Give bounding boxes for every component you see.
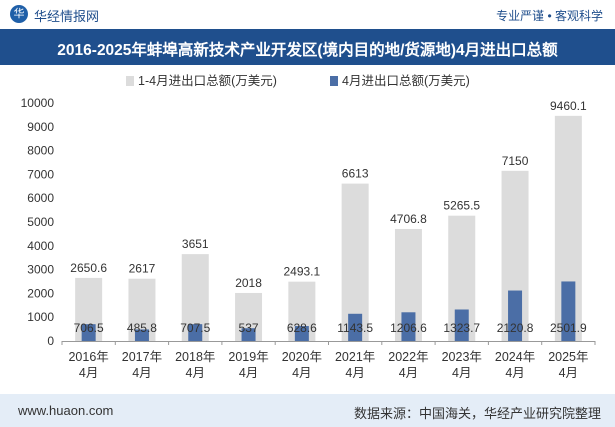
x-category-label: 2024年: [495, 350, 535, 364]
data-label-series-1: 2650.6: [70, 261, 107, 275]
y-tick-label: 7000: [27, 167, 54, 181]
data-label-series-1: 4706.8: [390, 212, 427, 226]
bar-series-2: [294, 326, 309, 341]
legend-swatch-1: [126, 76, 134, 86]
x-category-label: 4月: [79, 366, 98, 380]
x-category-label: 2017年: [122, 350, 162, 364]
y-tick-label: 8000: [27, 144, 54, 158]
x-category-label: 4月: [186, 366, 205, 380]
bar-series-2: [454, 309, 469, 341]
chart-title: 2016-2025年蚌埠高新技术产业开发区(境内目的地/货源地)4月进出口总额: [57, 42, 558, 59]
y-tick-label: 5000: [27, 215, 54, 229]
x-category-label: 2022年: [388, 350, 428, 364]
bar-series-2: [188, 324, 203, 341]
bar-series-2: [508, 290, 523, 341]
legend-swatch-2: [330, 76, 338, 86]
bar-series-2: [241, 328, 256, 341]
data-label-series-2: 628.6: [287, 321, 317, 335]
data-label-series-1: 6613: [342, 167, 369, 181]
x-category-label: 2020年: [282, 350, 322, 364]
x-category-label: 4月: [292, 366, 311, 380]
legend-label-2: 4月进出口总额(万美元): [342, 74, 470, 88]
y-tick-label: 3000: [27, 263, 54, 277]
data-label-series-2: 707.5: [180, 321, 210, 335]
y-tick-label: 10000: [21, 96, 55, 110]
data-label-series-1: 5265.5: [443, 199, 480, 213]
x-category-label: 4月: [132, 366, 151, 380]
brand-name: 华经情报网: [34, 9, 100, 24]
x-category-label: 4月: [559, 366, 578, 380]
data-label-series-1: 3651: [182, 237, 209, 251]
footer: www.huaon.com 数据来源：中国海关，华经产业研究院整理: [0, 394, 615, 427]
data-label-series-2: 1206.6: [390, 321, 427, 335]
y-tick-label: 4000: [27, 239, 54, 253]
bar-series-2: [561, 281, 576, 341]
x-category-label: 4月: [399, 366, 418, 380]
y-tick-label: 6000: [27, 191, 54, 205]
x-category-label: 2019年: [228, 350, 268, 364]
y-tick-label: 9000: [27, 120, 54, 134]
data-label-series-2: 2501.9: [550, 321, 587, 335]
bar-series-2: [348, 313, 363, 341]
footer-source: 数据来源：中国海关，华经产业研究院整理: [353, 406, 601, 421]
y-tick-label: 2000: [27, 286, 54, 300]
data-label-series-1: 2617: [129, 262, 156, 276]
y-tick-label: 0: [47, 334, 54, 348]
data-label-series-2: 537: [239, 321, 259, 335]
bar-series-2: [401, 312, 416, 341]
x-category-label: 2018年: [175, 350, 215, 364]
x-category-label: 2021年: [335, 350, 375, 364]
y-tick-label: 1000: [27, 310, 54, 324]
data-label-series-2: 1323.7: [443, 321, 480, 335]
x-category-label: 4月: [345, 366, 364, 380]
x-category-label: 4月: [505, 366, 524, 380]
x-category-label: 4月: [452, 366, 471, 380]
bar-series-2: [81, 324, 96, 341]
chart: 1-4月进出口总额(万美元) 4月进出口总额(万美元) 0 1000 2000 3000 4…: [21, 74, 596, 380]
data-label-series-1: 2493.1: [283, 265, 320, 279]
data-label-series-2: 706.5: [74, 321, 104, 335]
x-category-label: 2023年: [442, 350, 482, 364]
data-label-series-1: 7150: [502, 154, 529, 168]
x-category-label: 2016年: [68, 350, 108, 364]
data-label-series-1: 9460.1: [550, 99, 587, 113]
title-bar: 2016-2025年蚌埠高新技术产业开发区(境内目的地/货源地)4月进出口总额: [0, 29, 615, 65]
tagline: 专业严谨 • 客观科学: [496, 9, 603, 23]
data-label-series-2: 2120.8: [497, 321, 534, 335]
data-label-series-2: 485.8: [127, 321, 157, 335]
x-category-label: 4月: [239, 366, 258, 380]
data-label-series-2: 1143.5: [337, 321, 373, 335]
data-label-series-1: 2018: [235, 276, 262, 290]
top-bar: 华 华经情报网 专业严谨 • 客观科学: [0, 0, 615, 28]
bar-series-2: [134, 329, 149, 341]
x-category-label: 2025年: [548, 350, 588, 364]
footer-url: www.huaon.com: [18, 403, 114, 418]
legend-label-1: 1-4月进出口总额(万美元): [138, 74, 277, 88]
brand-logo-icon: 华: [10, 5, 28, 23]
